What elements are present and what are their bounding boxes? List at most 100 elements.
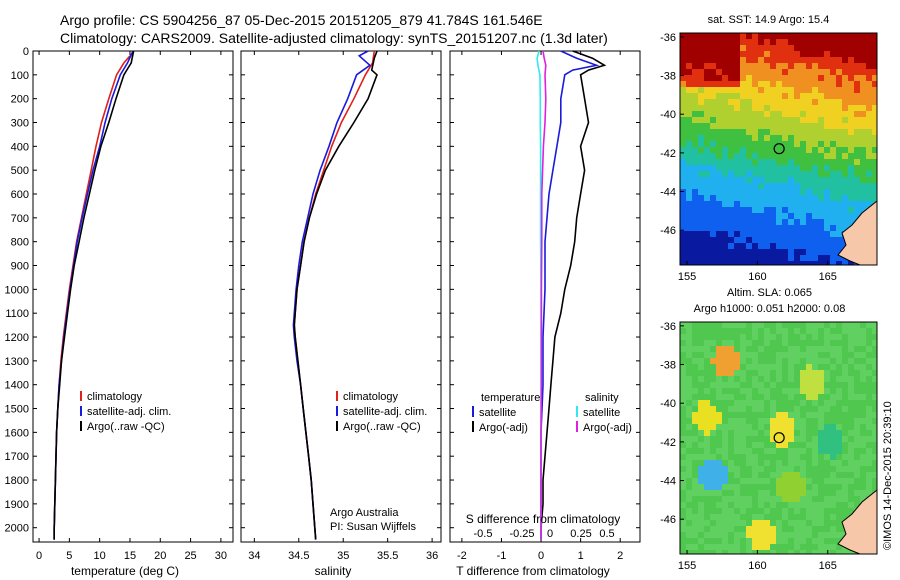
map-cell (752, 129, 759, 136)
map-cell (704, 189, 711, 196)
map-cell (692, 105, 699, 112)
map-subtitle: Argo h1000: 0.051 h2000: 0.08 (694, 303, 846, 315)
map-cell (692, 454, 699, 461)
map-cell (728, 129, 735, 136)
map-cell (716, 63, 723, 70)
map-cell (722, 231, 729, 238)
map-cell (830, 153, 837, 160)
map-cell (716, 424, 723, 431)
x-tick-label: 1 (578, 550, 584, 562)
map-cell (782, 484, 789, 491)
legend-label: climatology (343, 391, 399, 403)
map-cell (788, 165, 795, 172)
map-cell (770, 177, 777, 184)
map-cell (692, 334, 699, 341)
map-cell (704, 39, 711, 46)
map-cell (716, 328, 723, 335)
map-cell (872, 117, 877, 124)
map-cell (722, 454, 729, 461)
map-cell (782, 430, 789, 437)
map-cell (818, 418, 825, 425)
map-cell (818, 117, 825, 124)
map-cell (686, 195, 693, 202)
map-cell (698, 243, 705, 250)
map-cell (854, 424, 861, 431)
map-cell (698, 406, 705, 413)
map-cell (692, 490, 699, 497)
map-cell (734, 123, 741, 130)
map-cell (818, 255, 825, 262)
map-cell (770, 370, 777, 377)
map-cell (842, 261, 849, 265)
map-cell (680, 322, 687, 329)
map-cell (680, 213, 687, 220)
map-cell (830, 201, 837, 208)
map-cell (794, 334, 801, 341)
map-cell (824, 508, 831, 515)
map-cell (872, 183, 877, 190)
map-cell (758, 358, 765, 365)
map-cell (764, 261, 771, 265)
map-cell (776, 358, 783, 365)
map-cell (860, 171, 867, 178)
map-cell (752, 364, 759, 371)
map-cell (806, 195, 813, 202)
map-cell (794, 255, 801, 262)
map-cell (680, 490, 687, 497)
map-cell (842, 424, 849, 431)
map-cell (812, 33, 819, 40)
map-cell (842, 454, 849, 461)
map-cell (758, 153, 765, 160)
map-cell (746, 514, 753, 521)
map-cell (854, 75, 861, 82)
map-cell (692, 526, 699, 533)
map-cell (752, 111, 759, 118)
map-cell (854, 442, 861, 449)
map-cell (722, 87, 729, 94)
map-cell (680, 51, 687, 58)
map-cell (848, 159, 855, 166)
map-cell (836, 466, 843, 473)
map-cell (758, 490, 765, 497)
map-cell (692, 328, 699, 335)
map-cell (806, 436, 813, 443)
map-cell (818, 249, 825, 256)
x-tick-label: 20 (154, 550, 166, 562)
map-cell (746, 159, 753, 166)
map-cell (728, 51, 735, 58)
map-cell (794, 322, 801, 329)
map-cell (836, 45, 843, 52)
map-cell (764, 69, 771, 76)
map-cell (734, 117, 741, 124)
map-cell (788, 261, 795, 265)
map-cell (746, 376, 753, 383)
map-cell (722, 195, 729, 202)
map-cell (872, 141, 877, 148)
map-cell (788, 87, 795, 94)
map-cell (740, 406, 747, 413)
map-cell (830, 460, 837, 467)
map-cell (788, 472, 795, 479)
map-cell (782, 424, 789, 431)
map-cell (794, 388, 801, 395)
map-cell (800, 382, 807, 389)
x-tick-label: 15 (124, 550, 136, 562)
map-cell (776, 514, 783, 521)
map-cell (710, 45, 717, 52)
map-cell (740, 328, 747, 335)
map-cell (680, 346, 687, 353)
map-cell (686, 171, 693, 178)
coastline (837, 489, 877, 554)
map-cell (758, 189, 765, 196)
map-cell (818, 406, 825, 413)
map-cell (776, 231, 783, 238)
map-cell (710, 93, 717, 100)
map-cell (818, 99, 825, 106)
map-cell (830, 514, 837, 521)
map-cell (854, 117, 861, 124)
map-cell (698, 328, 705, 335)
map-cell (728, 538, 735, 545)
map-cell (836, 382, 843, 389)
map-cell (740, 376, 747, 383)
map-cell (812, 255, 819, 262)
